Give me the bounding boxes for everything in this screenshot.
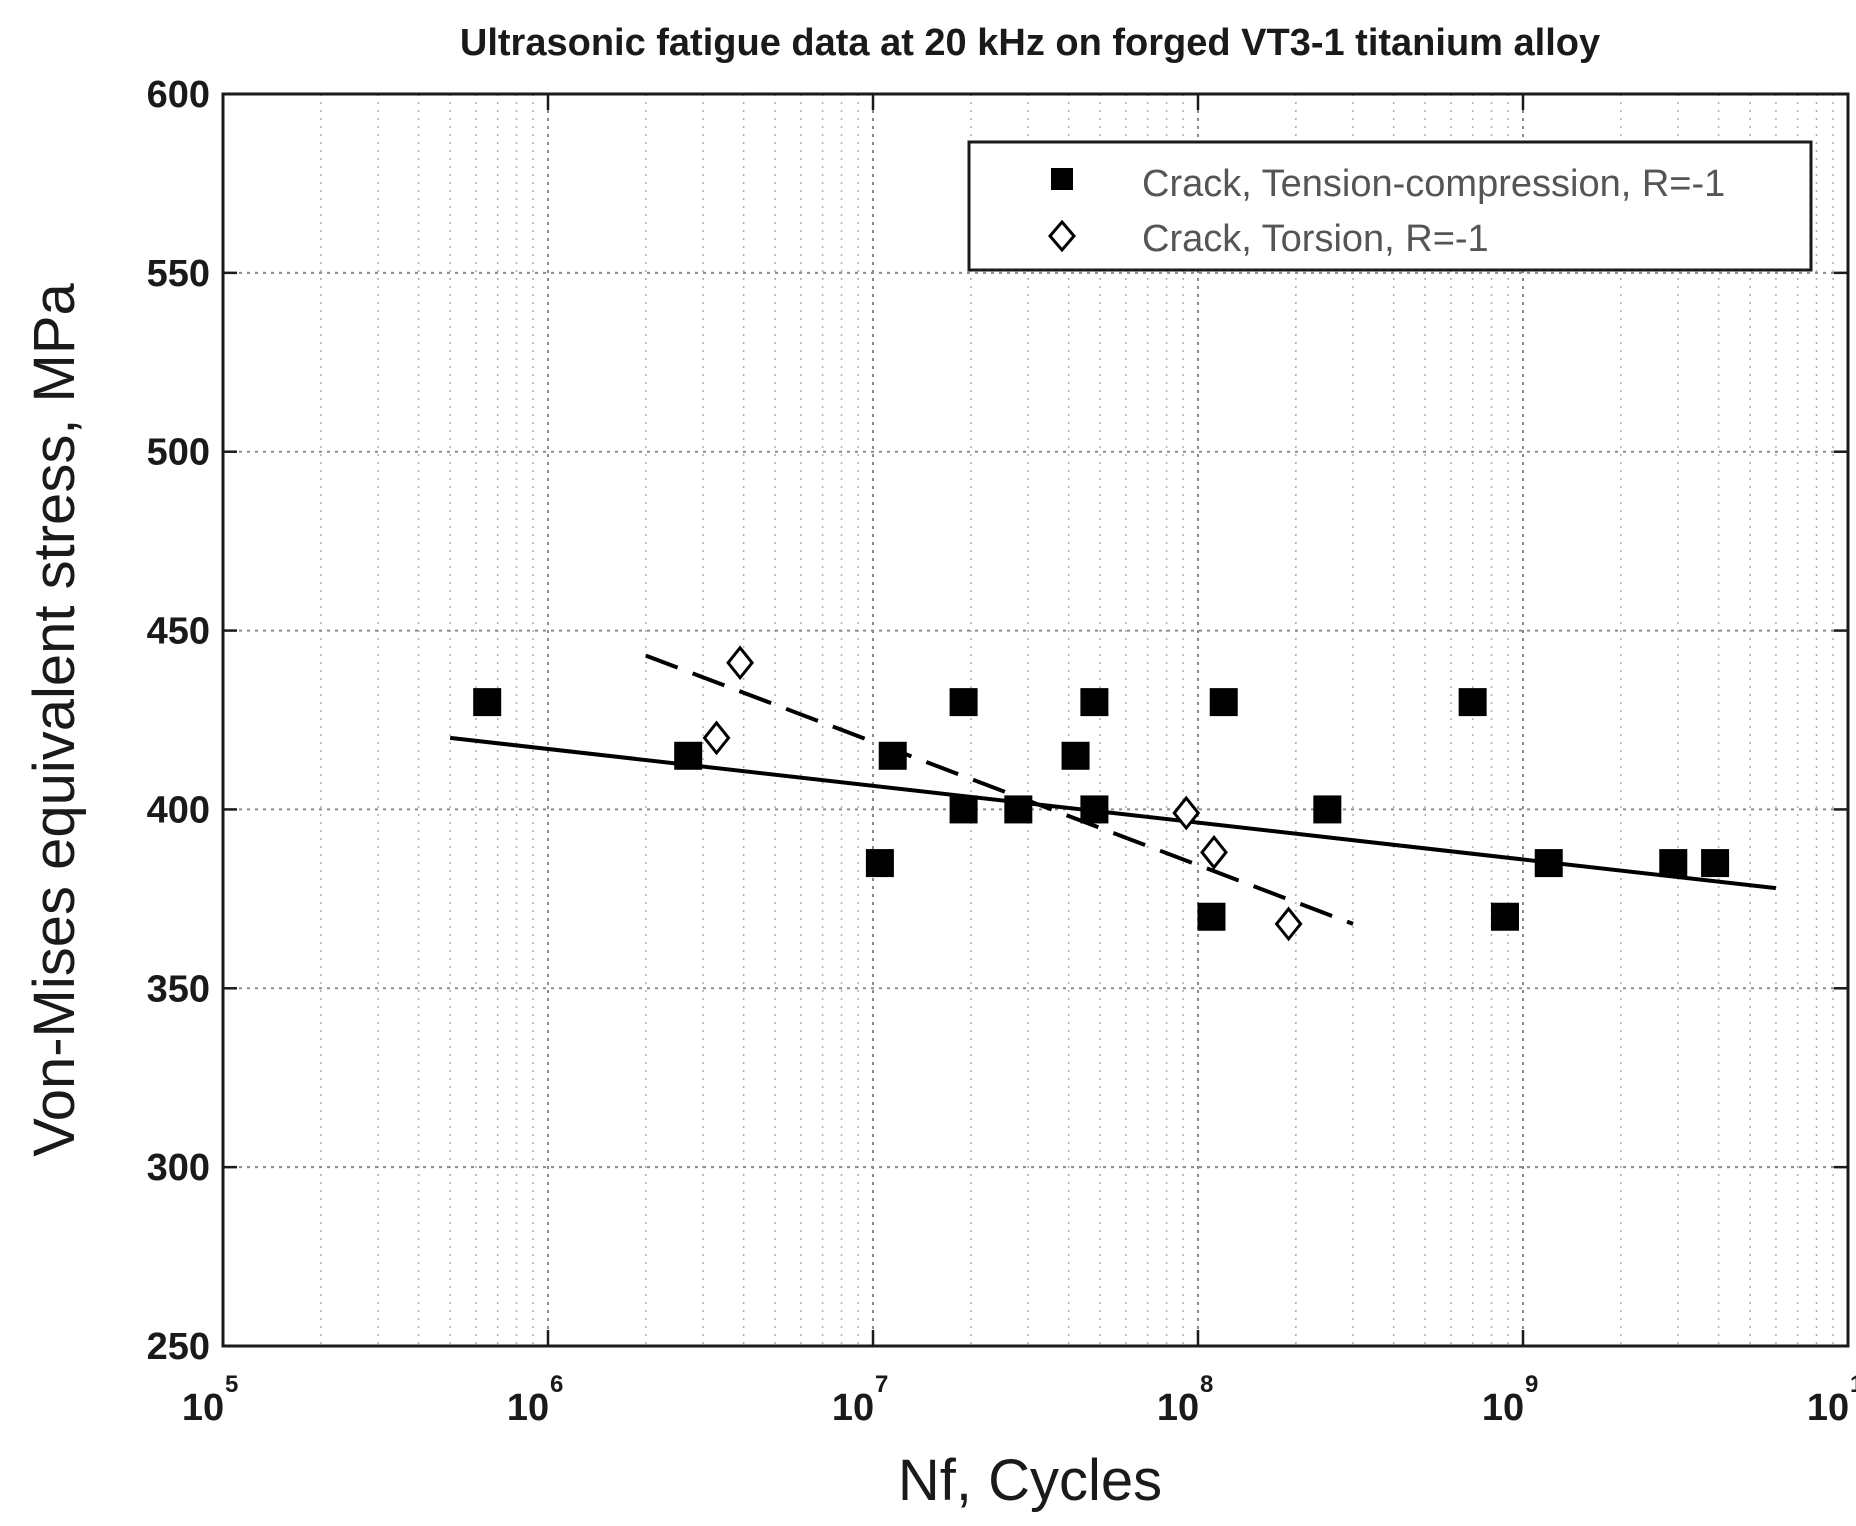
marker-torsion bbox=[1200, 834, 1228, 870]
marker-tension bbox=[1080, 688, 1109, 717]
fit-line-tension bbox=[449, 735, 1777, 891]
marker-tension bbox=[949, 795, 978, 824]
marker-tension bbox=[878, 741, 907, 770]
x-tick-label: 109 bbox=[1482, 1371, 1539, 1429]
x-tick-label: 1010 bbox=[1807, 1371, 1856, 1429]
y-tick-label: 300 bbox=[147, 1147, 210, 1189]
x-tick-label: 107 bbox=[832, 1371, 889, 1429]
x-tick-exponent: 6 bbox=[550, 1371, 563, 1398]
marker-tension bbox=[1458, 688, 1487, 717]
chart-title: Ultrasonic fatigue data at 20 kHz on for… bbox=[460, 22, 1600, 64]
x-tick-base: 10 bbox=[507, 1387, 549, 1429]
legend-label-tension: Crack, Tension-compression, R=-1 bbox=[1142, 163, 1725, 205]
marker-tension bbox=[1313, 795, 1342, 824]
marker-tension bbox=[473, 688, 502, 717]
x-axis-ticks: 1051061071081091010 bbox=[182, 94, 1856, 1429]
data-markers bbox=[473, 645, 1730, 942]
grid bbox=[222, 93, 1849, 1347]
y-tick-label: 250 bbox=[147, 1326, 210, 1368]
y-axis-label: Von-Mises equivalent stress, MPa bbox=[22, 282, 87, 1156]
y-tick-label: 450 bbox=[147, 611, 210, 653]
y-tick-label: 400 bbox=[147, 789, 210, 831]
x-tick-exponent: 8 bbox=[1200, 1371, 1213, 1398]
x-tick-base: 10 bbox=[1157, 1387, 1199, 1429]
fit-line-torsion bbox=[645, 653, 1354, 926]
marker-tension bbox=[949, 688, 978, 717]
x-tick-exponent: 7 bbox=[875, 1371, 888, 1398]
marker-tension bbox=[1209, 688, 1238, 717]
marker-tension bbox=[865, 849, 894, 878]
y-tick-label: 550 bbox=[147, 253, 210, 295]
legend-box bbox=[967, 140, 1813, 272]
marker-torsion bbox=[726, 645, 755, 681]
marker-tension bbox=[1534, 849, 1563, 878]
legend-marker-torsion bbox=[1048, 219, 1076, 253]
x-tick-exponent: 9 bbox=[1525, 1371, 1538, 1398]
fit-lines bbox=[449, 653, 1777, 926]
marker-tension bbox=[1080, 795, 1109, 824]
x-tick-base: 10 bbox=[1482, 1387, 1524, 1429]
marker-tension bbox=[1197, 902, 1226, 931]
legend-label-torsion: Crack, Torsion, R=-1 bbox=[1142, 218, 1489, 260]
x-tick-label: 108 bbox=[1157, 1371, 1214, 1429]
x-axis-label: Nf, Cycles bbox=[898, 1448, 1162, 1513]
marker-tension bbox=[674, 741, 703, 770]
plot-frame bbox=[221, 92, 1850, 1348]
x-tick-base: 10 bbox=[832, 1387, 874, 1429]
marker-torsion bbox=[702, 720, 731, 756]
marker-tension bbox=[1490, 902, 1519, 931]
marker-tension bbox=[1701, 849, 1730, 878]
marker-torsion bbox=[1274, 906, 1303, 942]
y-tick-label: 500 bbox=[147, 432, 210, 474]
x-tick-base: 10 bbox=[182, 1387, 224, 1429]
marker-torsion bbox=[1172, 795, 1201, 831]
y-tick-label: 600 bbox=[147, 74, 210, 116]
marker-tension bbox=[1061, 741, 1090, 770]
legend-marker-tension bbox=[1051, 168, 1073, 190]
x-tick-base: 10 bbox=[1807, 1387, 1849, 1429]
x-tick-exponent: 10 bbox=[1850, 1371, 1856, 1398]
marker-tension bbox=[1659, 849, 1688, 878]
y-axis-ticks: 250 300 350 400 450 500 550 600 bbox=[147, 74, 1848, 1368]
marker-tension bbox=[1004, 795, 1033, 824]
y-tick-label: 350 bbox=[147, 968, 210, 1010]
legend: Crack, Tension-compression, R=-1 Crack, … bbox=[967, 140, 1813, 272]
x-tick-label: 105 bbox=[182, 1371, 239, 1429]
x-tick-exponent: 5 bbox=[225, 1371, 238, 1398]
x-tick-label: 106 bbox=[507, 1371, 564, 1429]
